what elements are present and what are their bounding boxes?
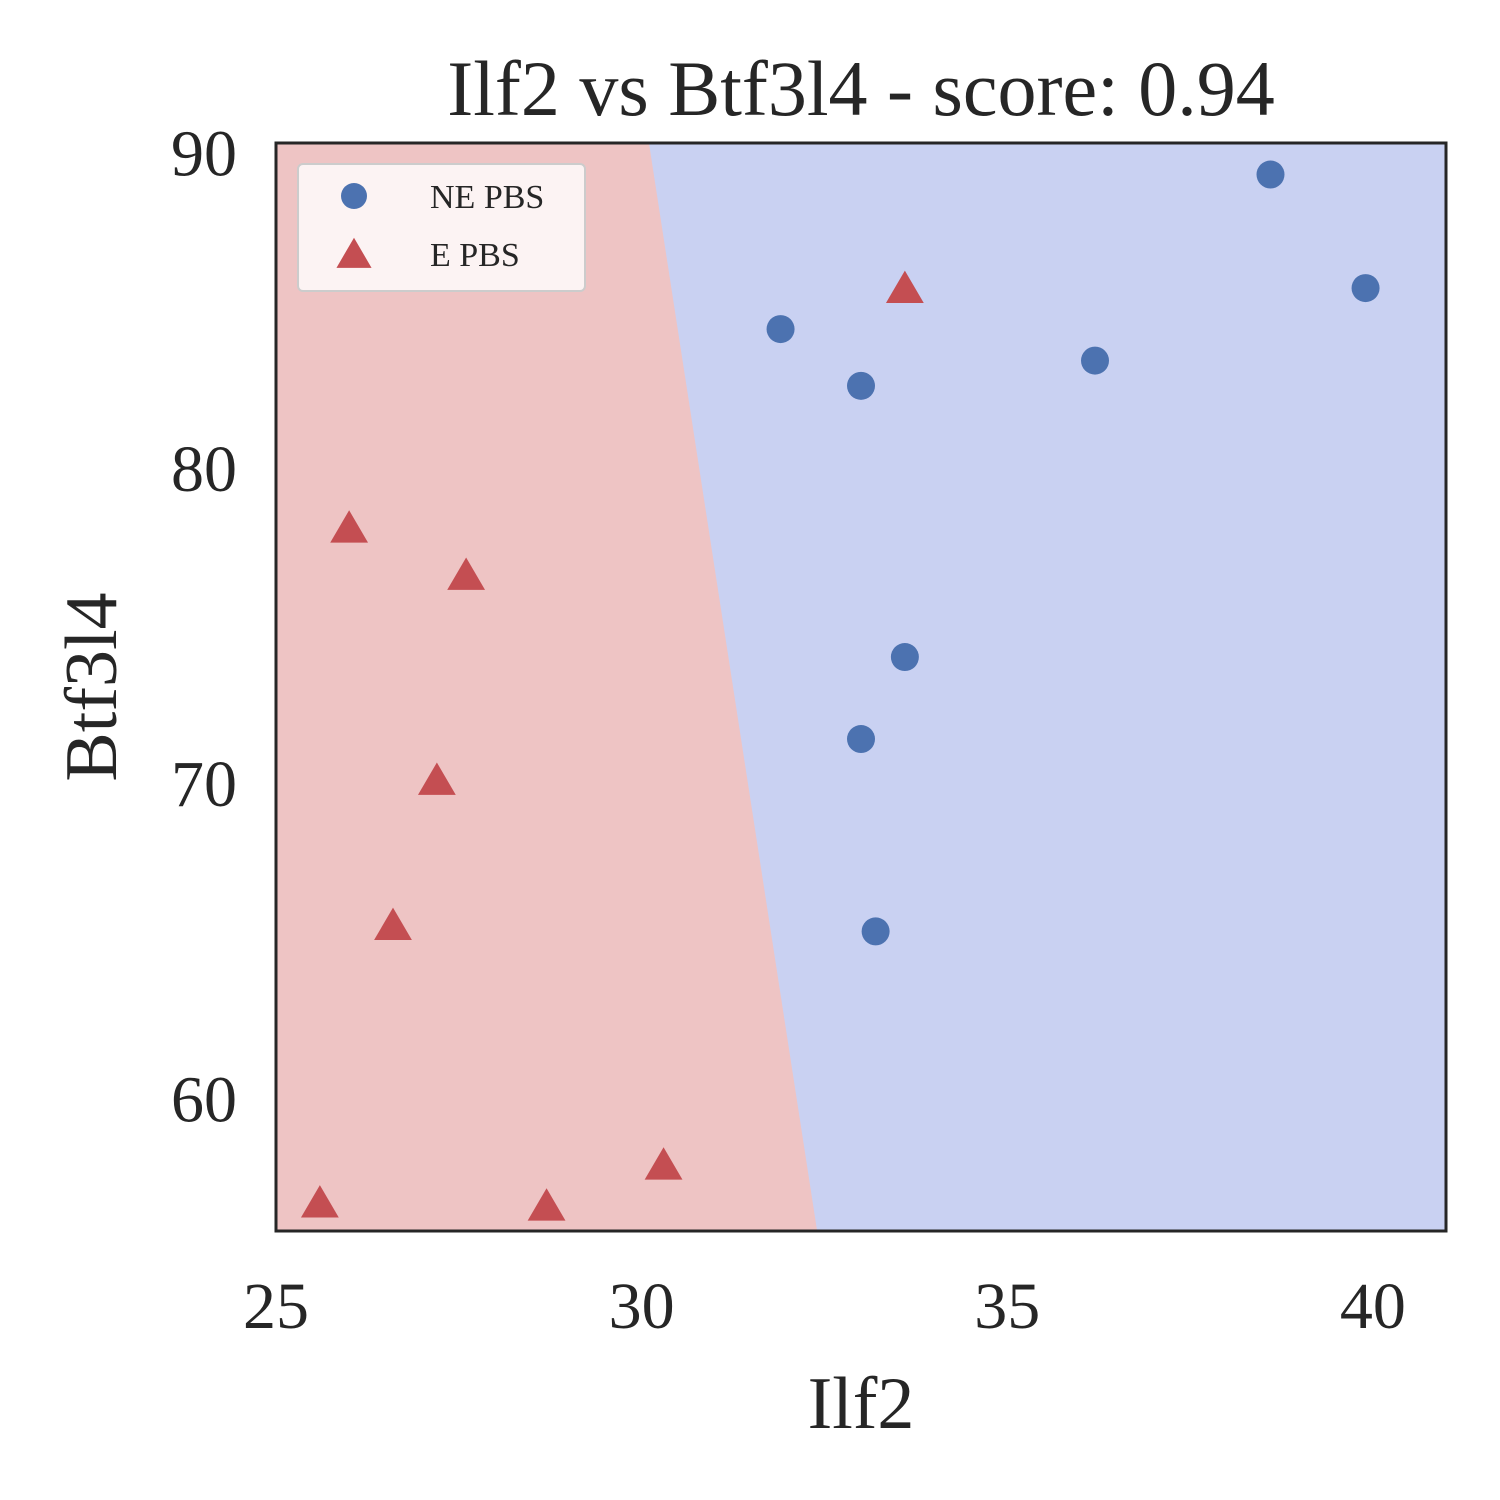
ne-pbs-point	[847, 371, 875, 400]
legend-marker-ne-pbs	[341, 183, 367, 209]
y-tick-label: 90	[171, 117, 237, 190]
e-pbs-point	[417, 762, 456, 795]
x-tick-label: 25	[243, 1270, 309, 1343]
plot-frame	[274, 141, 1448, 1233]
ne-pbs-point	[1351, 274, 1380, 303]
decision-regions	[276, 143, 1446, 1231]
x-tick-label: 35	[974, 1270, 1040, 1343]
e-pbs-point	[644, 1147, 683, 1180]
ne-pbs-point	[1081, 346, 1109, 375]
ne-pbs-point	[861, 917, 890, 946]
y-tick-label: 80	[171, 433, 237, 506]
ne-pbs-point	[1256, 160, 1285, 189]
x-axis-label: Ilf2	[808, 1363, 915, 1445]
ne-pbs-point	[847, 725, 875, 754]
e-pbs-point	[300, 1185, 339, 1218]
e-pbs-point	[330, 510, 369, 543]
e-pbs-point	[527, 1188, 566, 1221]
y-axis-ticks: 60 70 80 90	[171, 117, 237, 1136]
legend-label-e-pbs: E PBS	[430, 237, 520, 274]
y-tick-label: 60	[171, 1064, 237, 1137]
x-tick-label: 30	[609, 1270, 675, 1343]
y-tick-label: 70	[171, 748, 237, 821]
e-pbs-point	[447, 557, 486, 590]
legend-marker-e-pbs	[336, 237, 372, 268]
x-tick-label: 40	[1340, 1270, 1406, 1343]
e-pbs-point	[374, 907, 412, 940]
ne-pbs-point	[766, 315, 795, 344]
chart-title: Ilf2 vs Btf3l4 - score: 0.94	[447, 45, 1275, 132]
e-pbs-point	[885, 270, 924, 303]
legend-box	[297, 163, 586, 292]
legend: NE PBS E PBS	[297, 163, 586, 292]
region-e-pbs	[276, 143, 818, 1231]
x-axis-ticks: 25 30 35 40	[243, 1270, 1406, 1343]
legend-label-ne-pbs: NE PBS	[430, 179, 544, 216]
ne-pbs-point	[890, 643, 919, 672]
y-axis-label: Btf3l4	[51, 592, 133, 781]
data-points	[300, 160, 1380, 1221]
